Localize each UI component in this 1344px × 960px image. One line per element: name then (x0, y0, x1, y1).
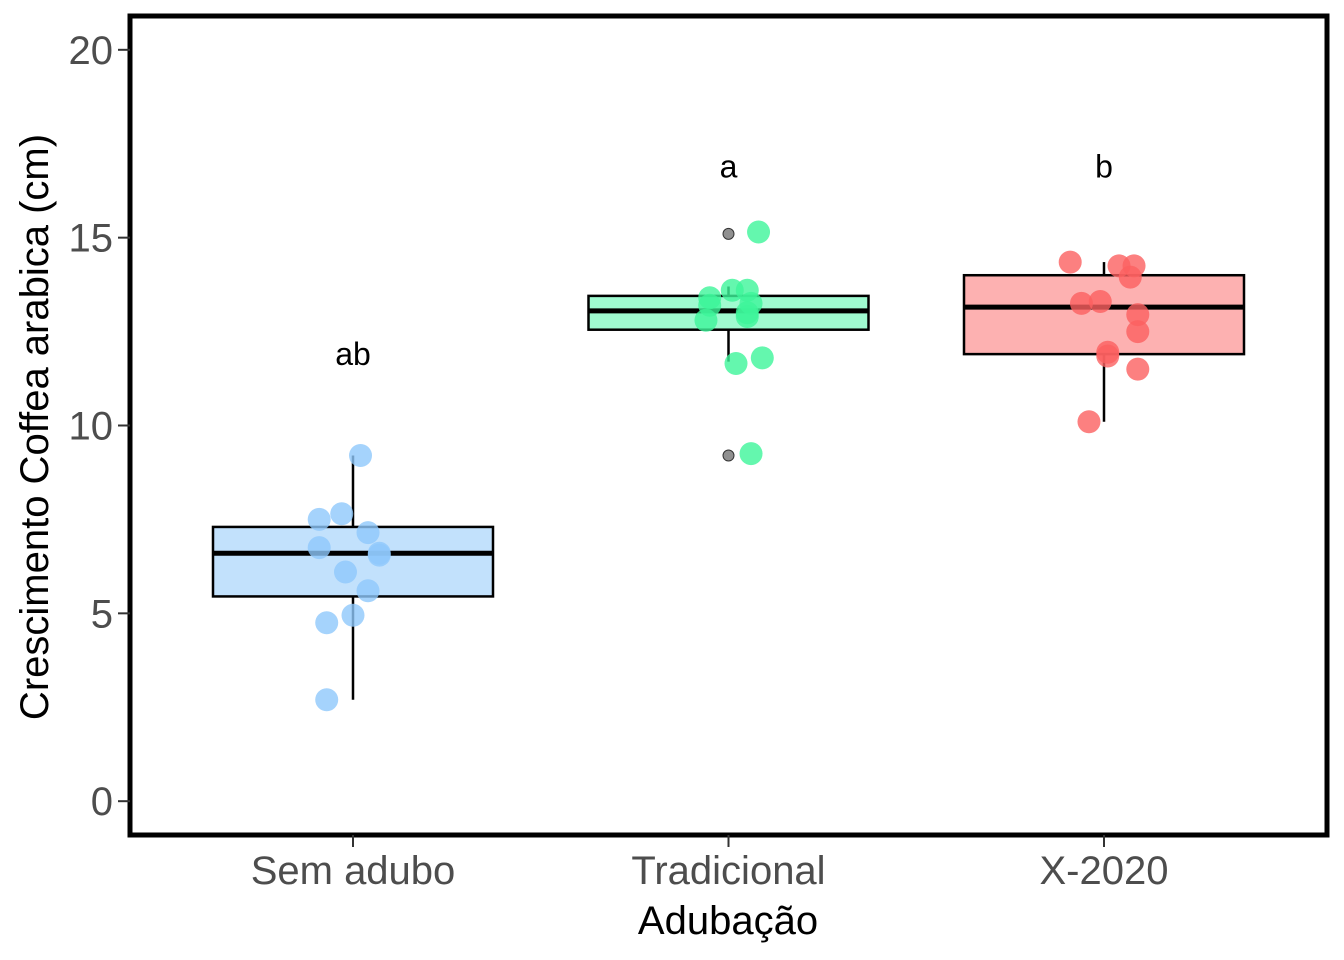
data-point (698, 286, 722, 310)
y-axis-title: Crescimento Coffea arabica (cm) (13, 134, 57, 720)
x-axis-title: Adubação (638, 899, 818, 943)
outlier-point (722, 227, 735, 240)
data-point (333, 560, 357, 584)
box (211, 525, 495, 598)
y-tick-label: 0 (91, 780, 113, 824)
data-point (1077, 410, 1101, 434)
x-tick-label: Tradicional (631, 849, 825, 893)
outlier-point (722, 449, 735, 462)
box-groups: aba b (211, 148, 1246, 712)
box (962, 273, 1246, 356)
significance-letter: b (1095, 148, 1113, 184)
data-point (750, 346, 774, 370)
x-tick-label: Sem adubo (251, 849, 456, 893)
data-point (349, 444, 373, 468)
data-point (1126, 357, 1150, 381)
y-tick-label: 20 (69, 29, 114, 73)
data-point (1126, 303, 1150, 327)
data-point (1058, 250, 1082, 274)
x-axis: Sem adubo Tradicional X-2020 (251, 835, 1169, 893)
data-point (739, 442, 763, 466)
y-tick-label: 10 (69, 405, 114, 449)
data-point (315, 611, 339, 635)
data-point (341, 603, 365, 627)
significance-letter: a (720, 148, 738, 184)
data-point (747, 220, 771, 244)
data-point (724, 352, 748, 376)
y-tick-label: 15 (69, 217, 114, 261)
data-point (735, 278, 759, 302)
data-point (356, 579, 380, 603)
significance-letter: ab (335, 336, 371, 372)
plot-panel (127, 13, 1330, 838)
data-point (1069, 291, 1093, 315)
data-point (1096, 340, 1120, 364)
data-point (307, 507, 331, 531)
x-tick-label: X-2020 (1040, 849, 1169, 893)
data-point (356, 521, 380, 545)
data-point (330, 502, 354, 526)
y-axis: 0 5 10 15 20 (69, 29, 130, 824)
data-point (1126, 320, 1150, 344)
data-point (307, 536, 331, 560)
data-point (315, 688, 339, 712)
data-point (367, 543, 391, 567)
data-point (1088, 290, 1112, 314)
y-tick-label: 5 (91, 592, 113, 636)
data-point (1122, 254, 1146, 278)
